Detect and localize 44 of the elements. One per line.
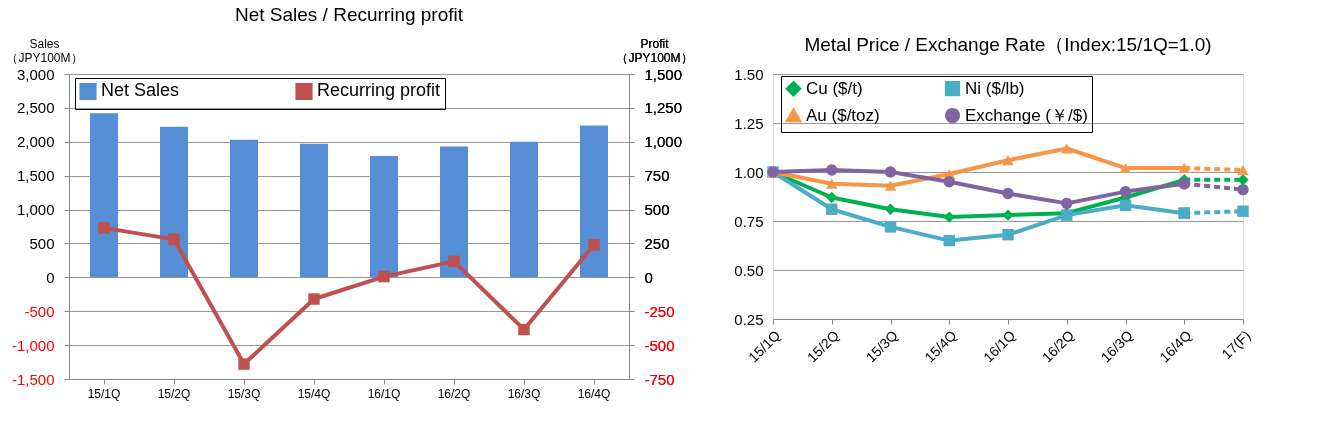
y-tick-label: -1,500 [11, 370, 55, 388]
y-tick-label: 0.75 [734, 212, 764, 230]
y2-axis-title: Profit （JPY100M） [616, 36, 693, 65]
y2-tick-label: 250 [644, 234, 670, 252]
y2-tick-label: 1,250 [644, 99, 683, 117]
y-tick-label: 1.25 [734, 114, 764, 132]
y-tick-label: 0 [46, 268, 55, 286]
x-tick-label: 15/3Q [227, 386, 261, 401]
x-tick-label: 15/1Q [87, 386, 121, 401]
x-tick-label: 16/1Q [367, 386, 401, 401]
x-tick-label: 16/4Q [577, 386, 611, 401]
chart-title: Metal Price / Exchange Rate（Index:15/1Q=1.0) [804, 34, 1212, 55]
y2-tick-label: -500 [644, 336, 675, 354]
x-tick-label: 15/2Q [157, 386, 191, 401]
y2-tick-label: 1,500 [644, 65, 683, 83]
y2-tick-label: -750 [644, 370, 675, 388]
legend-label: Net Sales [101, 80, 180, 101]
chart-title: Net Sales / Recurring profit [234, 4, 464, 25]
y2-tick-label: 500 [644, 201, 670, 219]
y-tick-label: 3,000 [16, 65, 55, 83]
y-tick-label: 1,000 [16, 201, 55, 219]
legend-label: Recurring profit [317, 80, 441, 101]
y2-tick-label: 0 [644, 268, 653, 286]
y2-tick-label: 1,000 [644, 133, 683, 151]
y-tick-label: -1,000 [11, 336, 55, 354]
x-tick-label: 16/3Q [507, 386, 541, 401]
legend-label: Cu ($/t) [806, 78, 863, 98]
x-tick-label: 15/4Q [297, 386, 331, 401]
legend-label: Ni ($/lb) [965, 78, 1025, 98]
legend-label: Au ($/toz) [806, 105, 880, 125]
y-tick-label: 0.50 [734, 261, 764, 279]
y-tick-label: 2,500 [16, 99, 55, 117]
legend-label: Exchange (￥/$) [965, 105, 1088, 125]
y2-tick-label: -250 [644, 302, 675, 320]
y-tick-label: 2,000 [16, 133, 55, 151]
y-tick-label: 500 [29, 234, 55, 252]
y2-tick-label: 750 [644, 167, 670, 185]
y-tick-label: -500 [24, 302, 55, 320]
y-tick-label: 1,500 [16, 167, 55, 185]
x-tick-label: 16/2Q [437, 386, 471, 401]
y-axis-title: Sales （JPY100M） [6, 36, 83, 65]
y-tick-label: 0.25 [734, 310, 764, 328]
y-tick-label: 1.00 [734, 163, 764, 181]
y-tick-label: 1.50 [734, 65, 764, 83]
